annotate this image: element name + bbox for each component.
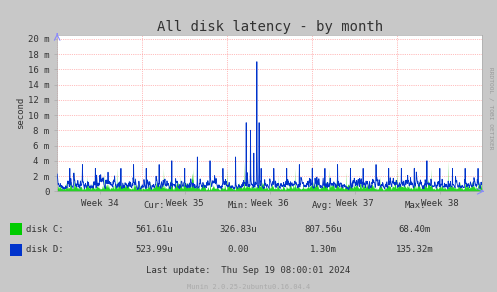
Text: Max:: Max: [404,201,426,210]
Text: Cur:: Cur: [143,201,165,210]
Text: Min:: Min: [228,201,249,210]
Text: disk D:: disk D: [26,245,64,254]
Text: 561.61u: 561.61u [135,225,173,234]
Text: 523.99u: 523.99u [135,245,173,254]
Title: All disk latency - by month: All disk latency - by month [157,20,383,34]
Text: 807.56u: 807.56u [304,225,342,234]
Text: disk C:: disk C: [26,225,64,234]
Text: RRDTOOL / TOBI OETIKER: RRDTOOL / TOBI OETIKER [489,67,494,149]
Y-axis label: second: second [16,97,25,129]
Text: 326.83u: 326.83u [220,225,257,234]
Text: Last update:  Thu Sep 19 08:00:01 2024: Last update: Thu Sep 19 08:00:01 2024 [147,266,350,274]
Text: 68.40m: 68.40m [399,225,431,234]
Text: Munin 2.0.25-2ubuntu0.16.04.4: Munin 2.0.25-2ubuntu0.16.04.4 [187,284,310,290]
Text: Avg:: Avg: [312,201,334,210]
Text: 135.32m: 135.32m [396,245,434,254]
Text: 1.30m: 1.30m [310,245,336,254]
Text: 0.00: 0.00 [228,245,249,254]
